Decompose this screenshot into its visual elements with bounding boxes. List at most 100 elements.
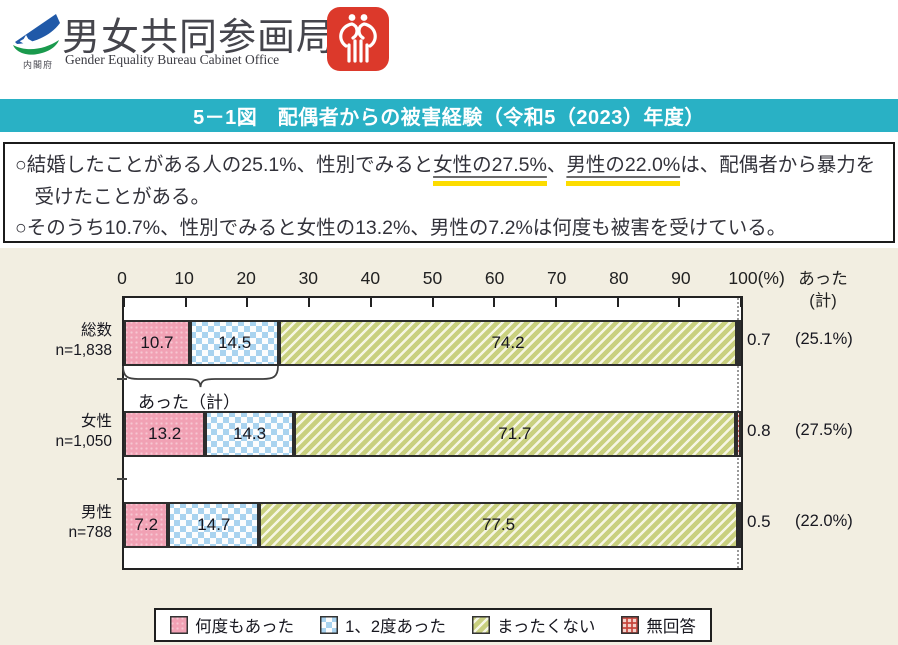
highlighted-stat: 女性の27.5% (433, 154, 547, 186)
atta-total-label: (22.0%) (795, 512, 853, 530)
category-label: 女性 n=1,050 (55, 413, 112, 450)
axis-tick-label: 70 (546, 268, 567, 288)
axis-unit: (%) (757, 268, 785, 288)
bar-segment-many-times: 7.2 (124, 502, 169, 548)
no-answer-value-label: 0.7 (747, 330, 771, 349)
header: 内閣府 男女共同参画局 Gender Equality Bureau Cabin… (0, 0, 898, 99)
legend-box: 何度もあった 1、2度あった まったくない 無回答 (154, 608, 712, 642)
bar-value-label: 14.5 (218, 333, 252, 352)
axis-tick-mark (678, 298, 681, 307)
legend-item-once-or-twice: 1、2度あった (320, 613, 446, 637)
agency-name-en: Gender Equality Bureau Cabinet Office (65, 52, 280, 67)
category-label: 総数 n=1,838 (55, 322, 112, 359)
no-answer-value-label: 0.8 (747, 421, 771, 440)
bar-segment-no-answer (737, 502, 741, 548)
axis-tick-label: 60 (484, 268, 505, 288)
axis-tick-label: 80 (609, 268, 629, 288)
bar-value-label: 77.5 (482, 515, 516, 534)
bar-segment-once-or-twice: 14.3 (205, 411, 294, 457)
figure-title: 5－1図 配偶者からの被害経験（令和5（2023）年度） (193, 107, 705, 129)
summary-text-span: 、 (546, 154, 567, 176)
legend-label: 何度もあった (195, 618, 295, 636)
axis-tick-mark (493, 298, 496, 307)
summary-text-span: ○結婚したことがある人の25.1%、性別でみると (15, 154, 434, 176)
bar-value-label: 13.2 (148, 424, 182, 443)
axis-tick-label: 0 (117, 268, 127, 288)
cabinet-office-label: 内閣府 (22, 60, 53, 70)
summary-line: ○そのうち10.7%、性別でみると女性の13.2%、男性の7.2%は何度も被害を… (15, 213, 881, 245)
summary-box: ○結婚したことがある人の25.1%、性別でみると女性の27.5%、男性の22.0… (3, 142, 895, 243)
axis-tick-label: 40 (360, 268, 381, 288)
bar-value-label: 14.7 (197, 515, 231, 534)
highlighted-stat: 男性の22.0% (566, 154, 681, 186)
atta-brace-label: あった（計） (138, 393, 240, 412)
axis-tick-label: 30 (298, 268, 319, 288)
axis-tick-label: 20 (236, 268, 256, 288)
left-axis-tick (117, 378, 127, 380)
axis-tick-label: 100 (%) (728, 268, 785, 288)
bar-value-label: 14.3 (233, 424, 267, 443)
bar-segment-no-answer (736, 411, 741, 457)
axis-labels: 0 10 20 30 40 50 60 70 80 90 100 (%) (117, 268, 785, 290)
bar-segment-many-times: 10.7 (124, 320, 190, 366)
bar-segment-many-times: 13.2 (124, 411, 206, 457)
atta-total-label: (25.1%) (795, 330, 853, 348)
chart-area: 0 10 20 30 40 50 60 70 80 90 100 (%) あった (計) 10.7 14… (0, 248, 898, 645)
legend-item-many-times: 何度もあった (170, 613, 294, 637)
bar-value-label: 71.7 (498, 424, 532, 443)
left-axis-tick (117, 478, 127, 480)
legend-items: 何度もあった 1、2度あった まったくない 無回答 (170, 613, 696, 637)
legend-item-never: まったくない (472, 613, 595, 637)
axis-tick-mark (554, 298, 557, 307)
atta-brace (122, 365, 279, 388)
bar-row: 13.2 14.3 71.7 (124, 411, 741, 457)
legend-swatch-many-times (170, 616, 189, 634)
bar-segment-once-or-twice: 14.5 (189, 320, 280, 366)
legend-label: 1、2度あった (345, 618, 446, 636)
summary-text: ○結婚したことがある人の25.1%、性別でみると女性の27.5%、男性の22.0… (15, 150, 881, 245)
gender-equality-bureau-icon (327, 7, 389, 71)
axis-tick-label: 50 (422, 268, 443, 288)
legend-swatch-once-or-twice (320, 616, 339, 634)
axis-tick-label: 90 (671, 268, 691, 288)
category-label: 男性 n=788 (68, 504, 112, 541)
bar-segment-never: 77.5 (259, 502, 738, 548)
agency-name: 男女共同参画局 (62, 17, 336, 59)
bar-value-label: 74.2 (491, 333, 525, 352)
summary-line: ○結婚したことがある人の25.1%、性別でみると女性の27.5%、男性の22.0… (15, 150, 881, 213)
legend-label: 無回答 (646, 618, 696, 636)
axis-tick-mark (369, 298, 372, 307)
axis-tick-mark (431, 298, 434, 307)
summary-text-span: は、配偶者から暴力を受けたことがある。 (34, 154, 876, 208)
legend-swatch-no-answer (621, 616, 640, 634)
legend-item-no-answer: 無回答 (621, 613, 696, 637)
legend-swatch-never (472, 616, 490, 634)
atta-total-header: あった (計) (782, 268, 864, 312)
cabinet-office-logo-icon: 内閣府 (12, 12, 64, 70)
bar-row: 7.2 14.7 77.5 (124, 502, 741, 548)
bar-segment-no-answer (736, 320, 741, 366)
axis-tick-mark (740, 298, 742, 307)
axis-tick-mark (246, 298, 249, 307)
axis-tick-mark (308, 298, 311, 307)
bar-segment-never: 74.2 (279, 320, 737, 366)
atta-total-header-line1: あった (798, 270, 848, 288)
legend-label: まったくない (497, 618, 596, 636)
axis-tick-mark (123, 298, 125, 307)
leaf-logo-icon (13, 14, 60, 55)
plot-area: 10.7 14.5 74.2 13.2 14.3 71.7 7.2 14.7 77.5 (122, 296, 743, 570)
axis-tick-mark (616, 298, 619, 307)
bar-segment-once-or-twice: 14.7 (168, 502, 260, 548)
atta-total-label: (27.5%) (795, 421, 853, 439)
bar-value-label: 7.2 (134, 515, 159, 534)
bar-value-label: 10.7 (140, 333, 174, 352)
axis-tick-mark (184, 298, 187, 307)
figure-title-bar: 5－1図 配偶者からの被害経験（令和5（2023）年度） (0, 99, 898, 132)
bar-segment-never: 71.7 (293, 411, 737, 457)
no-answer-value-label: 0.5 (747, 512, 771, 531)
atta-total-header-line2: (計) (809, 292, 837, 310)
axis-tick-label: 10 (174, 268, 194, 288)
summary-text-span: ○そのうち10.7%、性別でみると女性の13.2%、男性の7.2%は何度も被害を… (15, 217, 787, 240)
bar-row: 10.7 14.5 74.2 (124, 320, 741, 366)
